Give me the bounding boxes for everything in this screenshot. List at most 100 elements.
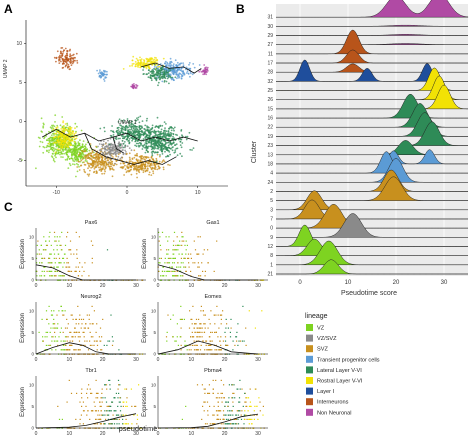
expression-point xyxy=(53,253,56,255)
expression-point xyxy=(78,340,81,342)
umap-point xyxy=(150,128,152,131)
umap-point xyxy=(69,149,72,152)
expression-point xyxy=(39,262,41,264)
umap-point xyxy=(162,168,165,171)
expression-point xyxy=(244,418,246,420)
umap-point xyxy=(53,125,56,128)
expression-point xyxy=(50,314,53,316)
expression-point xyxy=(77,275,79,277)
umap-point xyxy=(159,63,162,65)
expression-point xyxy=(109,410,111,412)
expression-point xyxy=(218,410,220,412)
expression-point xyxy=(227,410,229,412)
c-ytick-label: 0 xyxy=(153,426,156,431)
umap-point xyxy=(116,131,119,134)
expression-point xyxy=(173,231,176,233)
expression-point xyxy=(209,405,211,407)
umap-point xyxy=(109,154,112,157)
umap-point xyxy=(142,73,145,75)
expression-point xyxy=(104,384,106,386)
expression-point xyxy=(66,401,68,403)
umap-point xyxy=(139,115,142,118)
umap-point xyxy=(61,52,64,55)
expression-point xyxy=(200,323,202,325)
expression-point xyxy=(238,410,240,412)
umap-point xyxy=(182,71,185,74)
umap-point xyxy=(88,162,91,165)
c-ytick-label: 10 xyxy=(29,234,35,239)
expression-point xyxy=(61,275,63,277)
expression-point xyxy=(223,418,225,420)
expression-point xyxy=(220,318,222,320)
expression-point xyxy=(101,401,103,403)
expression-point xyxy=(237,423,240,425)
umap-point xyxy=(94,158,97,160)
expression-point xyxy=(53,231,56,233)
expression-point xyxy=(217,405,219,407)
umap-point xyxy=(110,149,113,152)
umap-point xyxy=(151,167,154,170)
expression-point xyxy=(233,418,235,420)
expression-point xyxy=(111,401,114,403)
umap-point xyxy=(108,167,111,169)
umap-point xyxy=(63,128,65,131)
expression-point xyxy=(136,423,138,425)
umap-point xyxy=(168,70,170,73)
umap-point xyxy=(42,125,45,128)
umap-point xyxy=(127,169,130,172)
expression-point xyxy=(52,327,54,329)
umap-point xyxy=(123,141,126,143)
umap-point xyxy=(120,156,123,159)
expression-point xyxy=(191,344,193,346)
expression-point xyxy=(190,270,192,272)
umap-point xyxy=(179,69,182,72)
umap-point xyxy=(60,56,63,59)
expression-point xyxy=(95,331,97,333)
expression-point xyxy=(236,388,238,390)
umap-point xyxy=(49,142,52,145)
umap-point xyxy=(66,151,68,154)
umap-point xyxy=(94,166,97,169)
umap-point xyxy=(153,129,156,132)
expression-point xyxy=(235,418,237,420)
umap-point xyxy=(163,133,166,136)
expression-point xyxy=(181,231,183,233)
expression-point xyxy=(203,314,205,316)
umap-point xyxy=(177,68,180,71)
umap-point xyxy=(69,133,71,136)
umap-point xyxy=(101,164,103,167)
umap-point xyxy=(110,129,112,132)
expression-point xyxy=(261,310,263,312)
expression-point xyxy=(112,418,114,420)
umap-point xyxy=(70,126,73,129)
umap-point xyxy=(60,143,62,146)
expression-point xyxy=(161,231,164,233)
expression-point xyxy=(122,414,124,416)
expression-point xyxy=(174,340,176,342)
expression-point xyxy=(91,392,93,394)
umap-point xyxy=(136,176,139,179)
panel-b-ylabel: Cluster xyxy=(251,140,258,163)
expression-point xyxy=(82,410,85,412)
umap-point xyxy=(47,151,50,154)
expression-point xyxy=(225,418,228,420)
expression-point xyxy=(50,310,53,312)
cluster-label: 19 xyxy=(267,134,273,140)
umap-point xyxy=(115,145,118,148)
expression-point xyxy=(215,344,217,346)
expression-point xyxy=(166,270,168,272)
umap-point xyxy=(158,160,161,163)
umap-point xyxy=(51,124,53,127)
expression-point xyxy=(219,397,221,399)
expression-point xyxy=(62,331,64,333)
expression-point xyxy=(82,331,84,333)
umap-point xyxy=(142,138,145,140)
umap-point xyxy=(125,138,128,141)
expression-point xyxy=(198,327,200,329)
umap-point xyxy=(165,69,168,72)
umap-point xyxy=(157,143,160,146)
umap-point xyxy=(167,163,170,166)
expression-point xyxy=(180,305,182,307)
umap-point xyxy=(81,149,83,152)
